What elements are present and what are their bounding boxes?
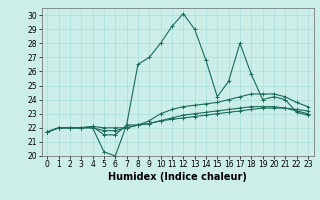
- X-axis label: Humidex (Indice chaleur): Humidex (Indice chaleur): [108, 172, 247, 182]
